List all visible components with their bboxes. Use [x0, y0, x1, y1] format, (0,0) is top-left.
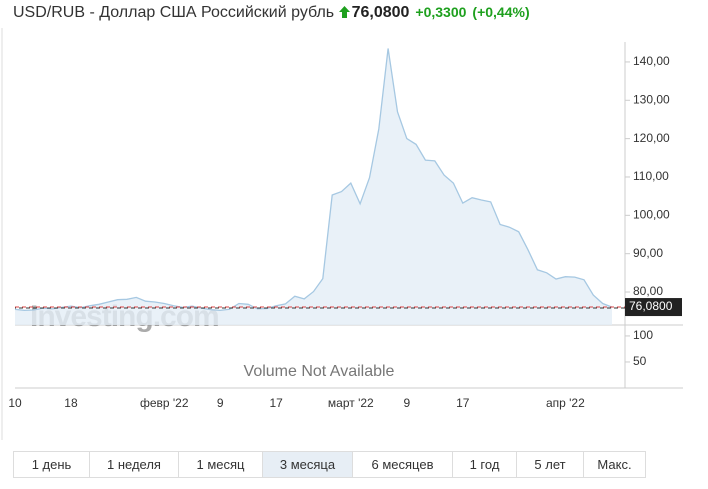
current-label: 76,0800	[629, 299, 673, 313]
y-tick-label: 100,00	[633, 207, 670, 221]
x-tick-label: февр '22	[140, 396, 189, 410]
period-button[interactable]: 5 лет	[516, 451, 584, 478]
x-tick-label: 9	[403, 396, 410, 410]
price: 76,0800	[351, 4, 410, 21]
period-button[interactable]: 1 месяц	[178, 451, 263, 478]
y-tick-label: 140,00	[633, 54, 670, 68]
y-tick-label: 50	[633, 354, 647, 368]
y-tick-label: 90,00	[633, 246, 663, 260]
change-pct: (+0,44%)	[472, 4, 530, 20]
x-tick-label: 9	[217, 396, 224, 410]
area	[15, 48, 612, 325]
x-tick-label: март '22	[328, 396, 374, 410]
chart: 80,00 90,00 100,00 110,00 120,00 130,00 140,00…	[1, 28, 683, 440]
period-button[interactable]: Макс.	[583, 451, 646, 478]
y-tick-label: 100	[633, 328, 653, 342]
x-tick-label: 10	[8, 396, 22, 410]
volume-note: Volume Not Available	[244, 363, 395, 380]
change: +0,3300	[415, 4, 467, 20]
up-arrow	[338, 6, 350, 18]
period-buttons: 1 день 1 неделя 1 месяц 3 месяца 6 месяцев 1 …	[13, 451, 646, 478]
x-tick-label: апр '22	[546, 396, 585, 410]
current-box	[625, 298, 682, 317]
title: USD/RUB - Доллар США Российский рубль	[13, 4, 335, 21]
period-button[interactable]: 3 месяца	[262, 451, 353, 478]
x-tick-label: 18	[64, 396, 78, 410]
y-tick-label: 80,00	[633, 284, 663, 298]
x-tick-label: 17	[270, 396, 284, 410]
period-button[interactable]: 1 день	[13, 451, 90, 478]
y-tick-label: 120,00	[633, 131, 670, 145]
x-tick-label: 17	[456, 396, 470, 410]
period-button[interactable]: 6 месяцев	[352, 451, 453, 478]
price-line	[14, 48, 613, 312]
y-tick-label: 110,00	[633, 169, 669, 183]
y-tick-label: 130,00	[633, 92, 670, 106]
header: USD/RUB - Доллар США Российский рубль 76…	[13, 4, 530, 22]
period-button[interactable]: 1 год	[452, 451, 517, 478]
period-button[interactable]: 1 неделя	[89, 451, 179, 478]
